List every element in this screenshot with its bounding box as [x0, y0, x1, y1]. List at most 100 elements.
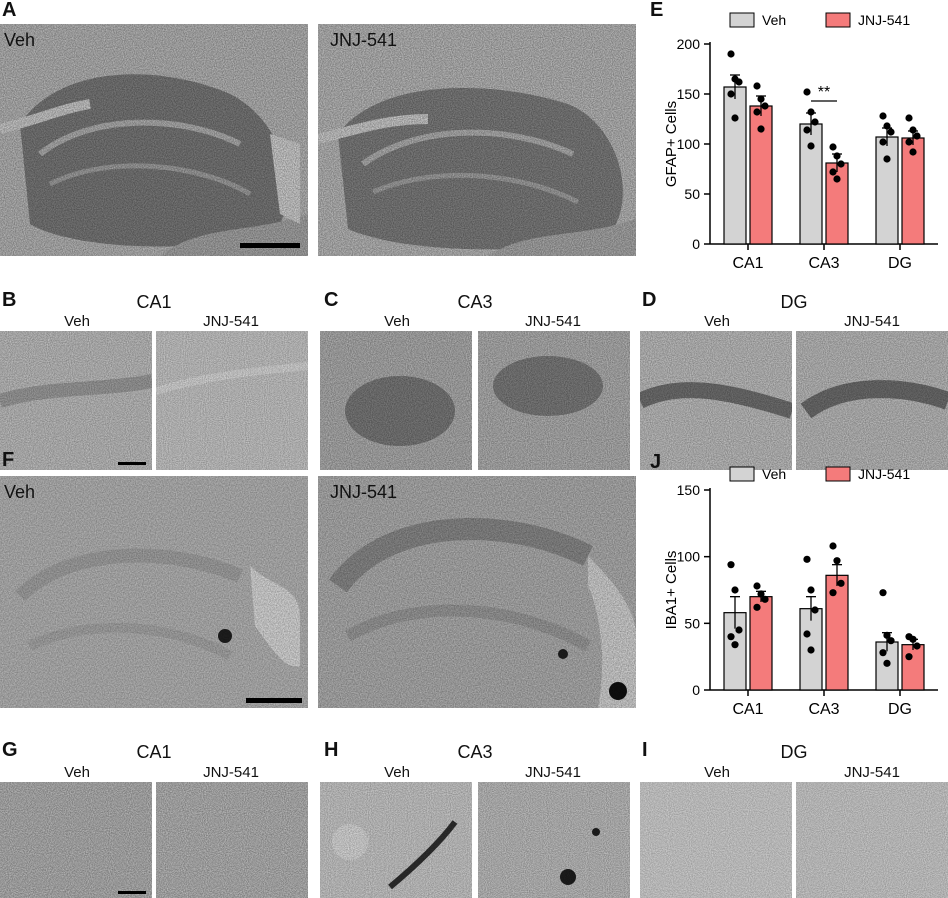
micrograph-h-jnj-image — [478, 782, 630, 898]
y-axis-label: IBA1+ Cells — [663, 551, 680, 630]
data-point — [735, 626, 743, 634]
micrograph-i-jnj — [796, 782, 948, 898]
micrograph-b-veh — [0, 331, 152, 470]
data-point — [837, 160, 845, 168]
bar-veh-ca1 — [723, 86, 747, 245]
hippocampus-iba1-veh-image — [0, 476, 308, 708]
sub-b-veh: Veh — [64, 313, 90, 330]
data-point — [731, 586, 739, 594]
data-point — [757, 125, 765, 133]
micrograph-g-jnj-image — [156, 782, 308, 898]
scale-bar-f — [246, 698, 302, 703]
sub-i-veh: Veh — [704, 764, 730, 781]
panel-label-j: J — [650, 451, 662, 473]
bar-jnj-541-ca3 — [825, 574, 849, 691]
data-point — [829, 168, 837, 176]
micrograph-b-veh-image — [0, 331, 152, 470]
image-label-veh-f: Veh — [4, 482, 36, 502]
title-c-ca3: CA3 — [457, 292, 493, 312]
y-tick-label: 150 — [677, 86, 701, 102]
data-point — [753, 82, 761, 90]
data-point — [803, 555, 811, 563]
title-h-ca3: CA3 — [457, 742, 493, 762]
scale-bar-a — [240, 243, 300, 248]
data-point — [879, 112, 887, 120]
title-i-dg: DG — [780, 742, 808, 762]
micrograph-c-veh-image — [320, 331, 472, 470]
micrograph-c-veh — [320, 331, 472, 470]
data-point — [829, 143, 837, 151]
data-point — [731, 114, 739, 122]
micrograph-d-jnj — [796, 331, 948, 470]
y-tick-label: 100 — [677, 136, 701, 152]
data-point — [833, 175, 841, 183]
bar-jnj-541-ca1 — [749, 596, 773, 691]
sub-b-jnj: JNJ-541 — [203, 313, 259, 330]
data-point — [807, 108, 815, 116]
hippocampus-iba1-jnj-image — [318, 476, 636, 708]
y-tick-label: 50 — [684, 186, 700, 202]
sub-c-veh: Veh — [384, 313, 410, 330]
data-point — [905, 138, 913, 146]
x-tick-label: DG — [888, 255, 912, 272]
iba1-bar-chart: 0 50 100 150 IBA1+ Cells CA1 CA3 DG Veh JNJ-541 — [663, 466, 938, 718]
x-tick-label: DG — [888, 701, 912, 718]
data-point — [887, 637, 895, 645]
micrograph-g-veh-image — [0, 782, 152, 898]
micrograph-h-veh-image — [320, 782, 472, 898]
micrograph-g-veh — [0, 782, 152, 898]
data-point — [905, 114, 913, 122]
sub-g-jnj: JNJ-541 — [203, 764, 259, 781]
data-point — [811, 606, 819, 614]
data-point — [837, 579, 845, 587]
y-tick-label: 150 — [677, 482, 701, 498]
data-point — [833, 152, 841, 160]
micrograph-i-jnj-image — [796, 782, 948, 898]
data-point — [753, 582, 761, 590]
y-tick-label: 50 — [684, 615, 700, 631]
micrograph-d-veh — [640, 331, 792, 470]
micrograph-f-jnj — [318, 476, 636, 708]
data-point — [829, 589, 837, 597]
legend-label-0: Veh — [762, 12, 786, 28]
title-d-dg: DG — [780, 292, 808, 312]
data-point — [727, 90, 735, 98]
data-point — [803, 630, 811, 638]
panel-label-f: F — [2, 449, 15, 471]
data-point — [879, 138, 887, 146]
data-point — [807, 586, 815, 594]
data-point — [807, 646, 815, 654]
data-point — [757, 95, 765, 103]
data-point — [807, 142, 815, 150]
gfap-bar-chart: 0 50 100 150 200 GFAP+ Cells CA1 CA3 DG Veh JNJ-54… — [663, 12, 938, 272]
bar-jnj-541-ca3 — [825, 162, 849, 245]
sub-g-veh: Veh — [64, 764, 90, 781]
data-point — [913, 642, 921, 650]
data-point — [727, 561, 735, 569]
scale-bar-b — [118, 462, 146, 465]
micrograph-d-veh-image — [640, 331, 792, 470]
data-point — [727, 633, 735, 641]
title-b-ca1: CA1 — [136, 292, 172, 312]
panel-label-h: H — [324, 739, 339, 761]
data-point — [909, 126, 917, 134]
data-point — [879, 649, 887, 657]
y-tick-label: 100 — [677, 549, 701, 565]
legend-swatch-0 — [729, 12, 755, 28]
micrograph-a-jnj — [318, 24, 636, 256]
title-g-ca1: CA1 — [136, 742, 172, 762]
data-point — [887, 128, 895, 136]
sub-i-jnj: JNJ-541 — [844, 764, 900, 781]
data-point — [731, 641, 739, 649]
data-point — [909, 148, 917, 156]
data-point — [883, 659, 891, 667]
micrograph-c-jnj — [478, 331, 630, 470]
legend-label-1: JNJ-541 — [858, 12, 910, 28]
data-point — [905, 653, 913, 661]
image-label-jnj-a: JNJ-541 — [330, 30, 398, 50]
significance-label: ** — [818, 84, 830, 101]
image-label-veh-a: Veh — [4, 30, 36, 50]
data-point — [735, 78, 743, 86]
data-point — [803, 88, 811, 96]
micrograph-d-jnj-image — [796, 331, 948, 470]
